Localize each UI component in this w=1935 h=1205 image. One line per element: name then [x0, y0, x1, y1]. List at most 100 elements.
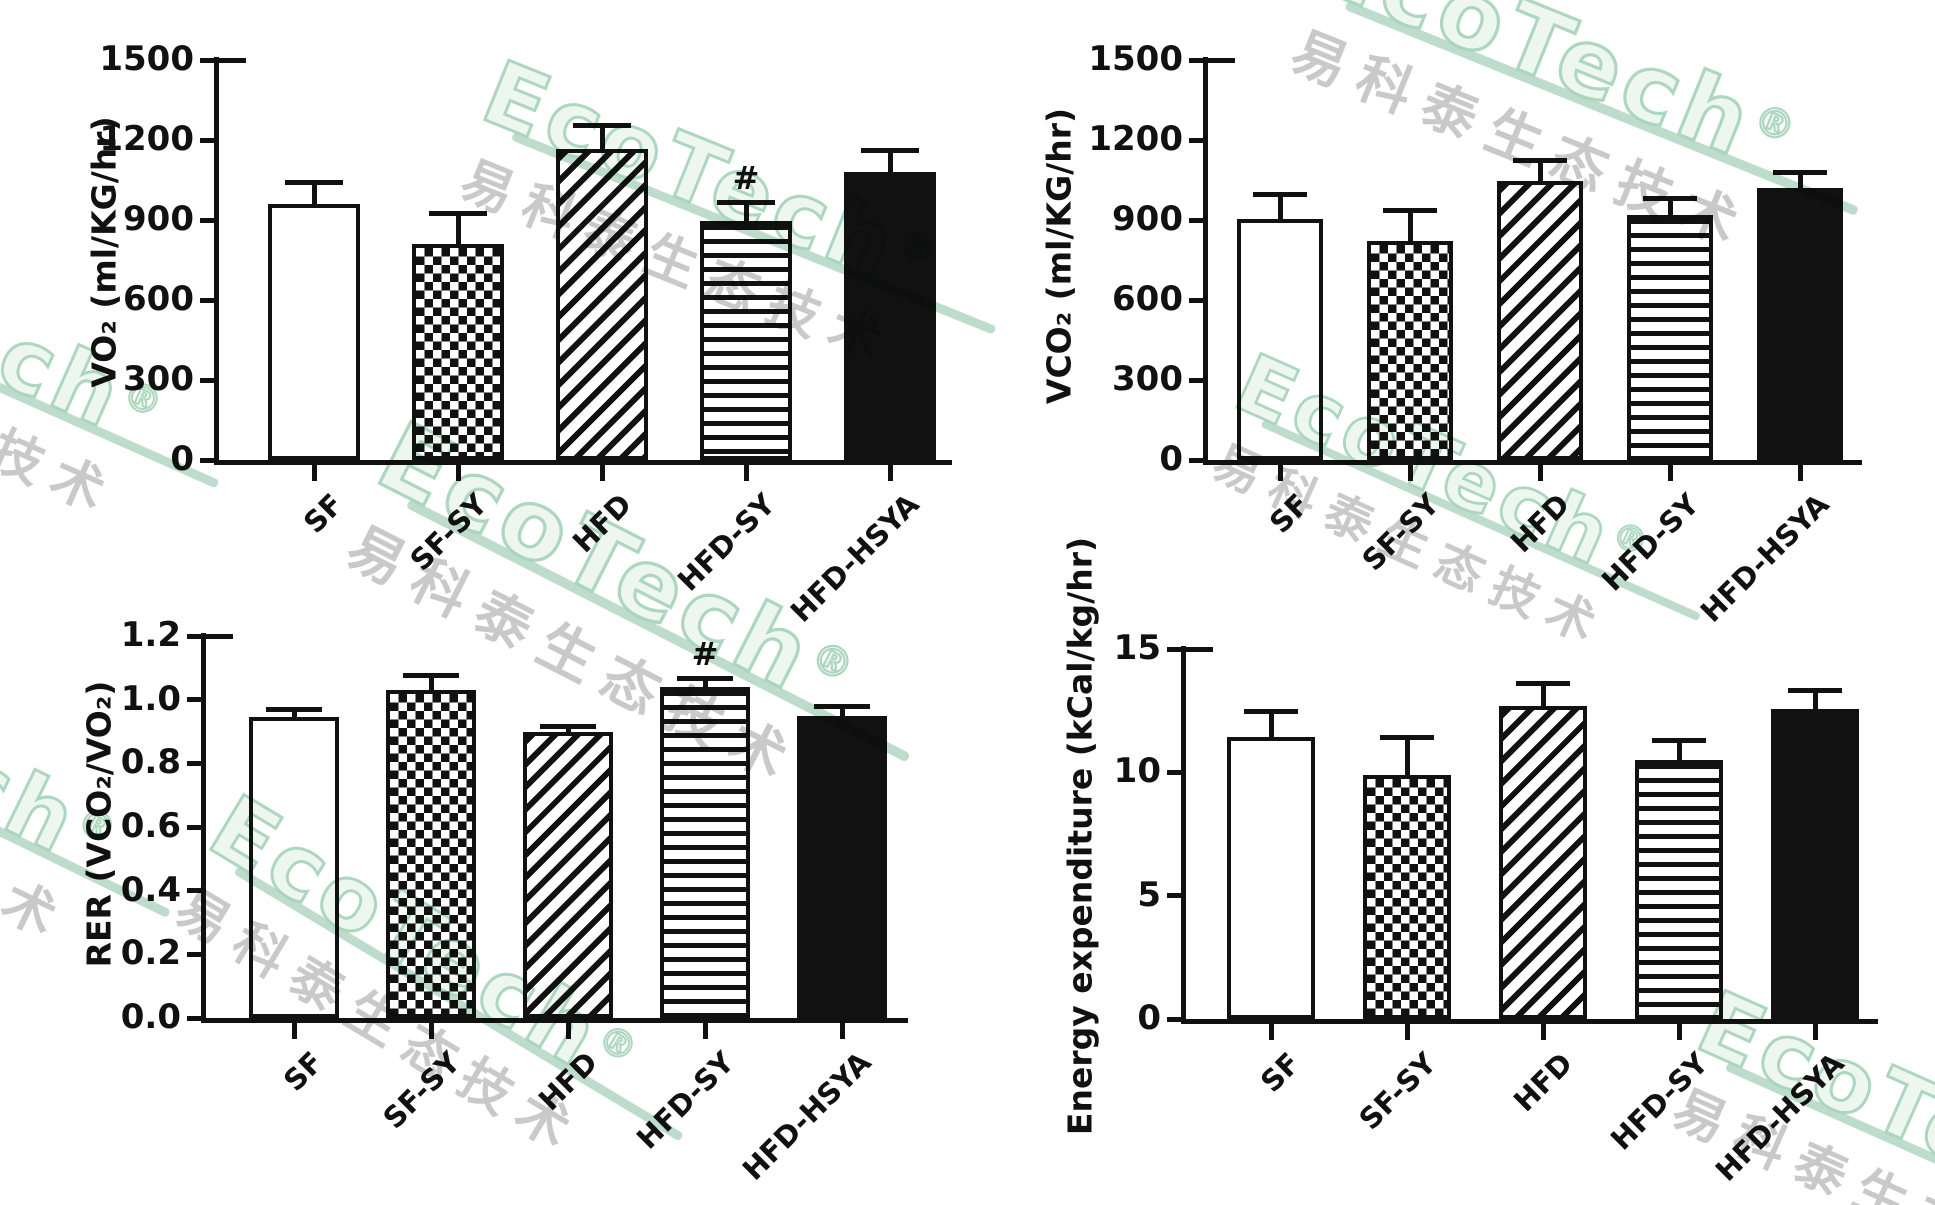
ee-x-tick: [1676, 1024, 1682, 1040]
rer-x-tick-label-text: HFD-SY: [630, 1045, 742, 1156]
rer-x-tick-label-text: SF-SY: [376, 1045, 468, 1136]
vo2-bar-sf: [268, 204, 360, 460]
ee-x-tick: [1540, 1024, 1546, 1040]
ee-y-tick-label: 10: [1113, 751, 1161, 792]
rer-x-tick: [839, 1023, 845, 1039]
ee-y-axis-label: Energy expenditure (kCal/kg/hr): [1060, 536, 1100, 1136]
ee-error-bar-stem: [1540, 683, 1546, 710]
vco2-x-tick: [1537, 465, 1543, 481]
rer-y-tick-label: 0.0: [120, 996, 181, 1037]
rer-y-tick-label: 0.6: [120, 805, 181, 846]
vo2-x-tick: [887, 465, 893, 481]
vco2-x-tick-label-text: HFD-HSYA: [1694, 487, 1837, 629]
rer-x-tick: [702, 1023, 708, 1039]
vco2-y-tick-label: 900: [1112, 198, 1183, 239]
vco2-y-tick: [1189, 217, 1205, 223]
vo2-bar-hfd-sy: [700, 221, 792, 460]
ee-x-tick-label-text: SF: [1254, 1046, 1308, 1099]
vo2-bar-hfd: [556, 149, 648, 460]
vco2-y-tick-label: 300: [1112, 358, 1183, 399]
rer-error-bar-stem: [291, 709, 297, 722]
vco2-x-tick: [1667, 465, 1673, 481]
vco2-bar-hfd-sy: [1627, 214, 1713, 460]
vo2-x-tick: [743, 465, 749, 481]
vo2-x-tick-label-text: HFD-SY: [671, 487, 783, 598]
ee-error-bar-stem: [1812, 690, 1818, 714]
rer-y-tick-label: 0.2: [120, 933, 181, 974]
rer-y-tick: [187, 697, 203, 703]
vo2-x-axis: [213, 460, 952, 465]
rer-y-tick: [187, 760, 203, 766]
ee-bar-hfd-sy: [1635, 760, 1723, 1019]
ee-error-bar-cap: [1379, 735, 1435, 741]
vo2-y-tick: [200, 377, 216, 383]
rer-x-axis: [200, 1018, 908, 1023]
ee-y-tick-label: 0: [1137, 997, 1161, 1038]
vo2-x-tick-label-text: HFD-HSYA: [784, 487, 927, 629]
ee-y-tick-label: 5: [1137, 874, 1161, 915]
ee-x-tick: [1812, 1024, 1818, 1040]
vo2-y-tick-label: 600: [123, 278, 194, 319]
rer-y-axis: [200, 633, 206, 1023]
vo2-x-tick: [599, 465, 605, 481]
rer-bar-hfd-sy: [660, 686, 750, 1018]
ee-x-tick-label-text: HFD: [1506, 1046, 1580, 1119]
vco2-bar-sf: [1237, 218, 1323, 460]
vco2-error-bar-cap: [1513, 157, 1567, 163]
rer-y-tick: [187, 888, 203, 894]
vco2-error-bar-cap: [1253, 192, 1307, 198]
ee-error-bar-stem: [1404, 737, 1410, 779]
ee-x-axis: [1180, 1019, 1878, 1024]
vo2-error-bar-stem: [311, 182, 317, 208]
vco2-error-bar-cap: [1643, 196, 1697, 202]
ee-x-tick: [1404, 1024, 1410, 1040]
vo2-y-tick-label: 1200: [99, 118, 194, 159]
rer-x-tick: [428, 1023, 434, 1039]
vo2-y-tick-label: 1500: [99, 38, 194, 79]
vo2-y-axis: [213, 57, 219, 465]
vo2-bar-sf-sy: [412, 244, 504, 460]
ee-y-tick: [1167, 769, 1183, 775]
ee-y-tick: [1167, 1016, 1183, 1022]
vco2-error-bar-stem: [1407, 210, 1413, 246]
vco2-error-bar-stem: [1277, 194, 1283, 223]
rer-y-tick: [187, 951, 203, 957]
vco2-y-axis: [1202, 57, 1208, 465]
vco2-x-tick-label-text: SF: [1263, 487, 1317, 540]
vo2-error-bar-cap: [717, 200, 775, 206]
watermark-underline: [1344, 0, 1859, 216]
vco2-x-axis: [1202, 460, 1862, 465]
rer-significance-marker: #: [691, 634, 719, 673]
vo2-error-bar-cap: [573, 122, 631, 128]
vco2-y-tick-label: 600: [1112, 278, 1183, 319]
rer-bar-sf-sy: [386, 690, 476, 1018]
vo2-significance-marker: #: [732, 158, 760, 197]
vo2-y-tick: [200, 57, 216, 63]
ee-y-tick-label: 15: [1113, 627, 1161, 668]
vco2-y-tick: [1189, 297, 1205, 303]
vco2-x-tick: [1277, 465, 1283, 481]
ee-x-tick-label-text: HFD-HSYA: [1709, 1046, 1852, 1188]
rer-y-axis-top-bracket: [203, 633, 233, 639]
vo2-x-tick-label-text: SF: [297, 487, 351, 540]
vco2-y-tick-label: 1200: [1088, 118, 1183, 159]
rer-error-bar-cap: [403, 673, 459, 679]
vco2-y-tick-label: 0: [1159, 438, 1183, 479]
rer-y-tick-label: 0.8: [120, 742, 181, 783]
vco2-x-tick-label-text: HFD-SY: [1595, 487, 1707, 598]
vco2-x-tick-label-text: HFD: [1503, 487, 1577, 560]
ee-x-tick: [1268, 1024, 1274, 1040]
vco2-bar-hfd-hsya: [1757, 188, 1843, 460]
rer-error-bar-cap: [814, 703, 870, 709]
vo2-x-tick-label-text: SF-SY: [403, 487, 495, 578]
ee-x-tick-label-text: HFD-SY: [1604, 1046, 1716, 1157]
watermark-registered-mark: ®: [1746, 93, 1809, 156]
vco2-x-tick-label-text: SF-SY: [1355, 487, 1447, 578]
rer-y-tick-label: 1.2: [120, 614, 181, 655]
vco2-y-axis-top-bracket: [1205, 57, 1235, 63]
rer-x-tick-label-text: HFD-HSYA: [736, 1045, 879, 1187]
rer-x-tick-label-text: SF: [277, 1045, 331, 1098]
rer-error-bar-cap: [540, 724, 596, 730]
vo2-y-tick-label: 300: [123, 358, 194, 399]
